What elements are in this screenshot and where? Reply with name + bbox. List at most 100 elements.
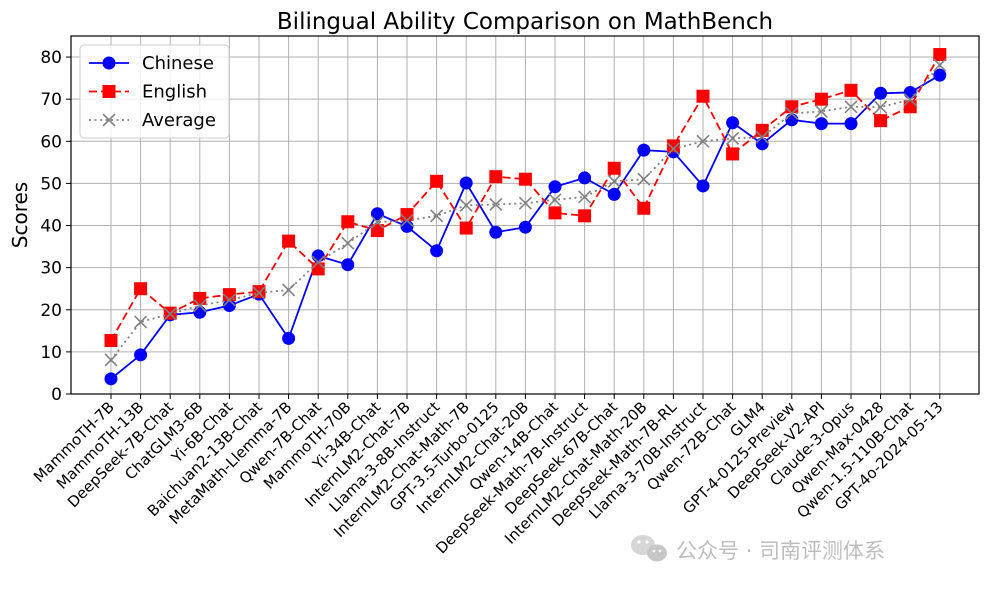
data-point — [548, 206, 562, 220]
watermark: 公众号 · 司南评测体系 — [631, 535, 885, 563]
data-point — [726, 147, 740, 161]
data-point — [341, 236, 355, 250]
data-point — [933, 68, 947, 82]
data-point — [134, 315, 148, 329]
data-point — [696, 89, 710, 103]
y-tick-label: 50 — [40, 174, 62, 194]
data-point — [104, 334, 118, 348]
legend-swatch-marker — [102, 113, 116, 127]
legend-swatch-marker — [102, 56, 116, 70]
data-point — [489, 225, 503, 239]
data-point — [637, 143, 651, 157]
data-point — [785, 113, 799, 127]
data-point — [785, 100, 799, 114]
y-tick-label: 70 — [40, 90, 62, 110]
y-tick-label: 40 — [40, 217, 62, 237]
data-point — [430, 209, 444, 223]
data-point — [430, 174, 444, 188]
series-average — [104, 58, 947, 367]
data-point — [282, 234, 296, 248]
data-point — [459, 176, 473, 190]
data-point — [666, 142, 680, 156]
data-point — [814, 92, 828, 106]
data-point — [844, 100, 858, 114]
data-point — [844, 83, 858, 97]
data-point — [785, 106, 799, 121]
data-point — [607, 174, 621, 188]
data-point — [252, 285, 266, 299]
data-point — [311, 255, 325, 269]
data-point — [607, 161, 621, 175]
data-point — [311, 249, 325, 263]
series-english — [104, 48, 947, 348]
legend-label: Average — [142, 110, 216, 131]
data-point — [459, 198, 473, 212]
data-point — [548, 180, 562, 194]
data-point — [637, 172, 651, 186]
data-point — [607, 187, 621, 201]
data-point — [400, 208, 414, 222]
legend-item-english: English — [89, 82, 207, 103]
data-point — [430, 244, 444, 258]
legend-item-average: Average — [89, 110, 216, 131]
data-point — [726, 131, 740, 145]
data-point — [903, 85, 917, 99]
legend: Chinese English Average — [79, 44, 230, 139]
legend-label: Chinese — [142, 53, 214, 74]
data-point — [578, 171, 592, 185]
y-axis-label: Scores — [8, 182, 32, 248]
series-layer — [104, 48, 947, 386]
data-point — [341, 258, 355, 272]
data-point — [489, 197, 503, 212]
data-point — [459, 221, 473, 235]
data-point — [134, 282, 148, 296]
data-point — [518, 172, 532, 186]
data-point — [370, 215, 384, 229]
data-point — [341, 215, 355, 229]
data-point — [282, 283, 296, 297]
data-point — [903, 93, 917, 107]
legend-frame — [79, 44, 230, 139]
data-point — [874, 86, 888, 100]
data-point — [578, 209, 592, 223]
data-point — [282, 331, 296, 345]
data-point — [489, 170, 503, 184]
data-point — [696, 179, 710, 193]
data-point — [903, 100, 917, 114]
y-tick-label: 80 — [40, 48, 62, 68]
data-point — [874, 100, 888, 114]
data-point — [193, 291, 207, 305]
data-point — [755, 137, 769, 151]
data-point — [814, 117, 828, 131]
data-point — [518, 220, 532, 234]
data-point — [163, 307, 177, 321]
data-point — [726, 116, 740, 130]
data-point — [134, 348, 148, 362]
y-tick-label: 20 — [40, 301, 62, 321]
legend-item-chinese: Chinese — [89, 53, 214, 74]
data-point — [193, 298, 207, 313]
y-tick-label: 10 — [40, 343, 62, 363]
data-point — [518, 196, 532, 210]
data-point — [755, 130, 769, 144]
data-point — [400, 213, 414, 228]
legend-swatch-marker — [102, 85, 116, 98]
data-point — [104, 353, 118, 367]
data-point — [370, 224, 384, 238]
data-point — [814, 104, 828, 118]
x-axis-ticks: MammoTH-7BMammoTH-13BDeepSeek-7B-ChatCha… — [30, 394, 947, 557]
data-point — [548, 193, 562, 207]
data-point — [222, 293, 236, 307]
wechat-icon — [631, 535, 667, 562]
y-tick-label: 30 — [40, 259, 62, 279]
data-point — [311, 262, 325, 276]
data-point — [370, 207, 384, 221]
watermark-text: 公众号 · 司南评测体系 — [676, 539, 885, 563]
y-tick-label: 0 — [51, 385, 62, 405]
y-axis-ticks: 0 10 20 30 40 50 60 70 80 — [40, 48, 71, 405]
data-point — [933, 48, 947, 62]
data-point — [222, 299, 236, 313]
data-point — [400, 219, 414, 233]
chart-title: Bilingual Ability Comparison on MathBenc… — [277, 9, 773, 35]
